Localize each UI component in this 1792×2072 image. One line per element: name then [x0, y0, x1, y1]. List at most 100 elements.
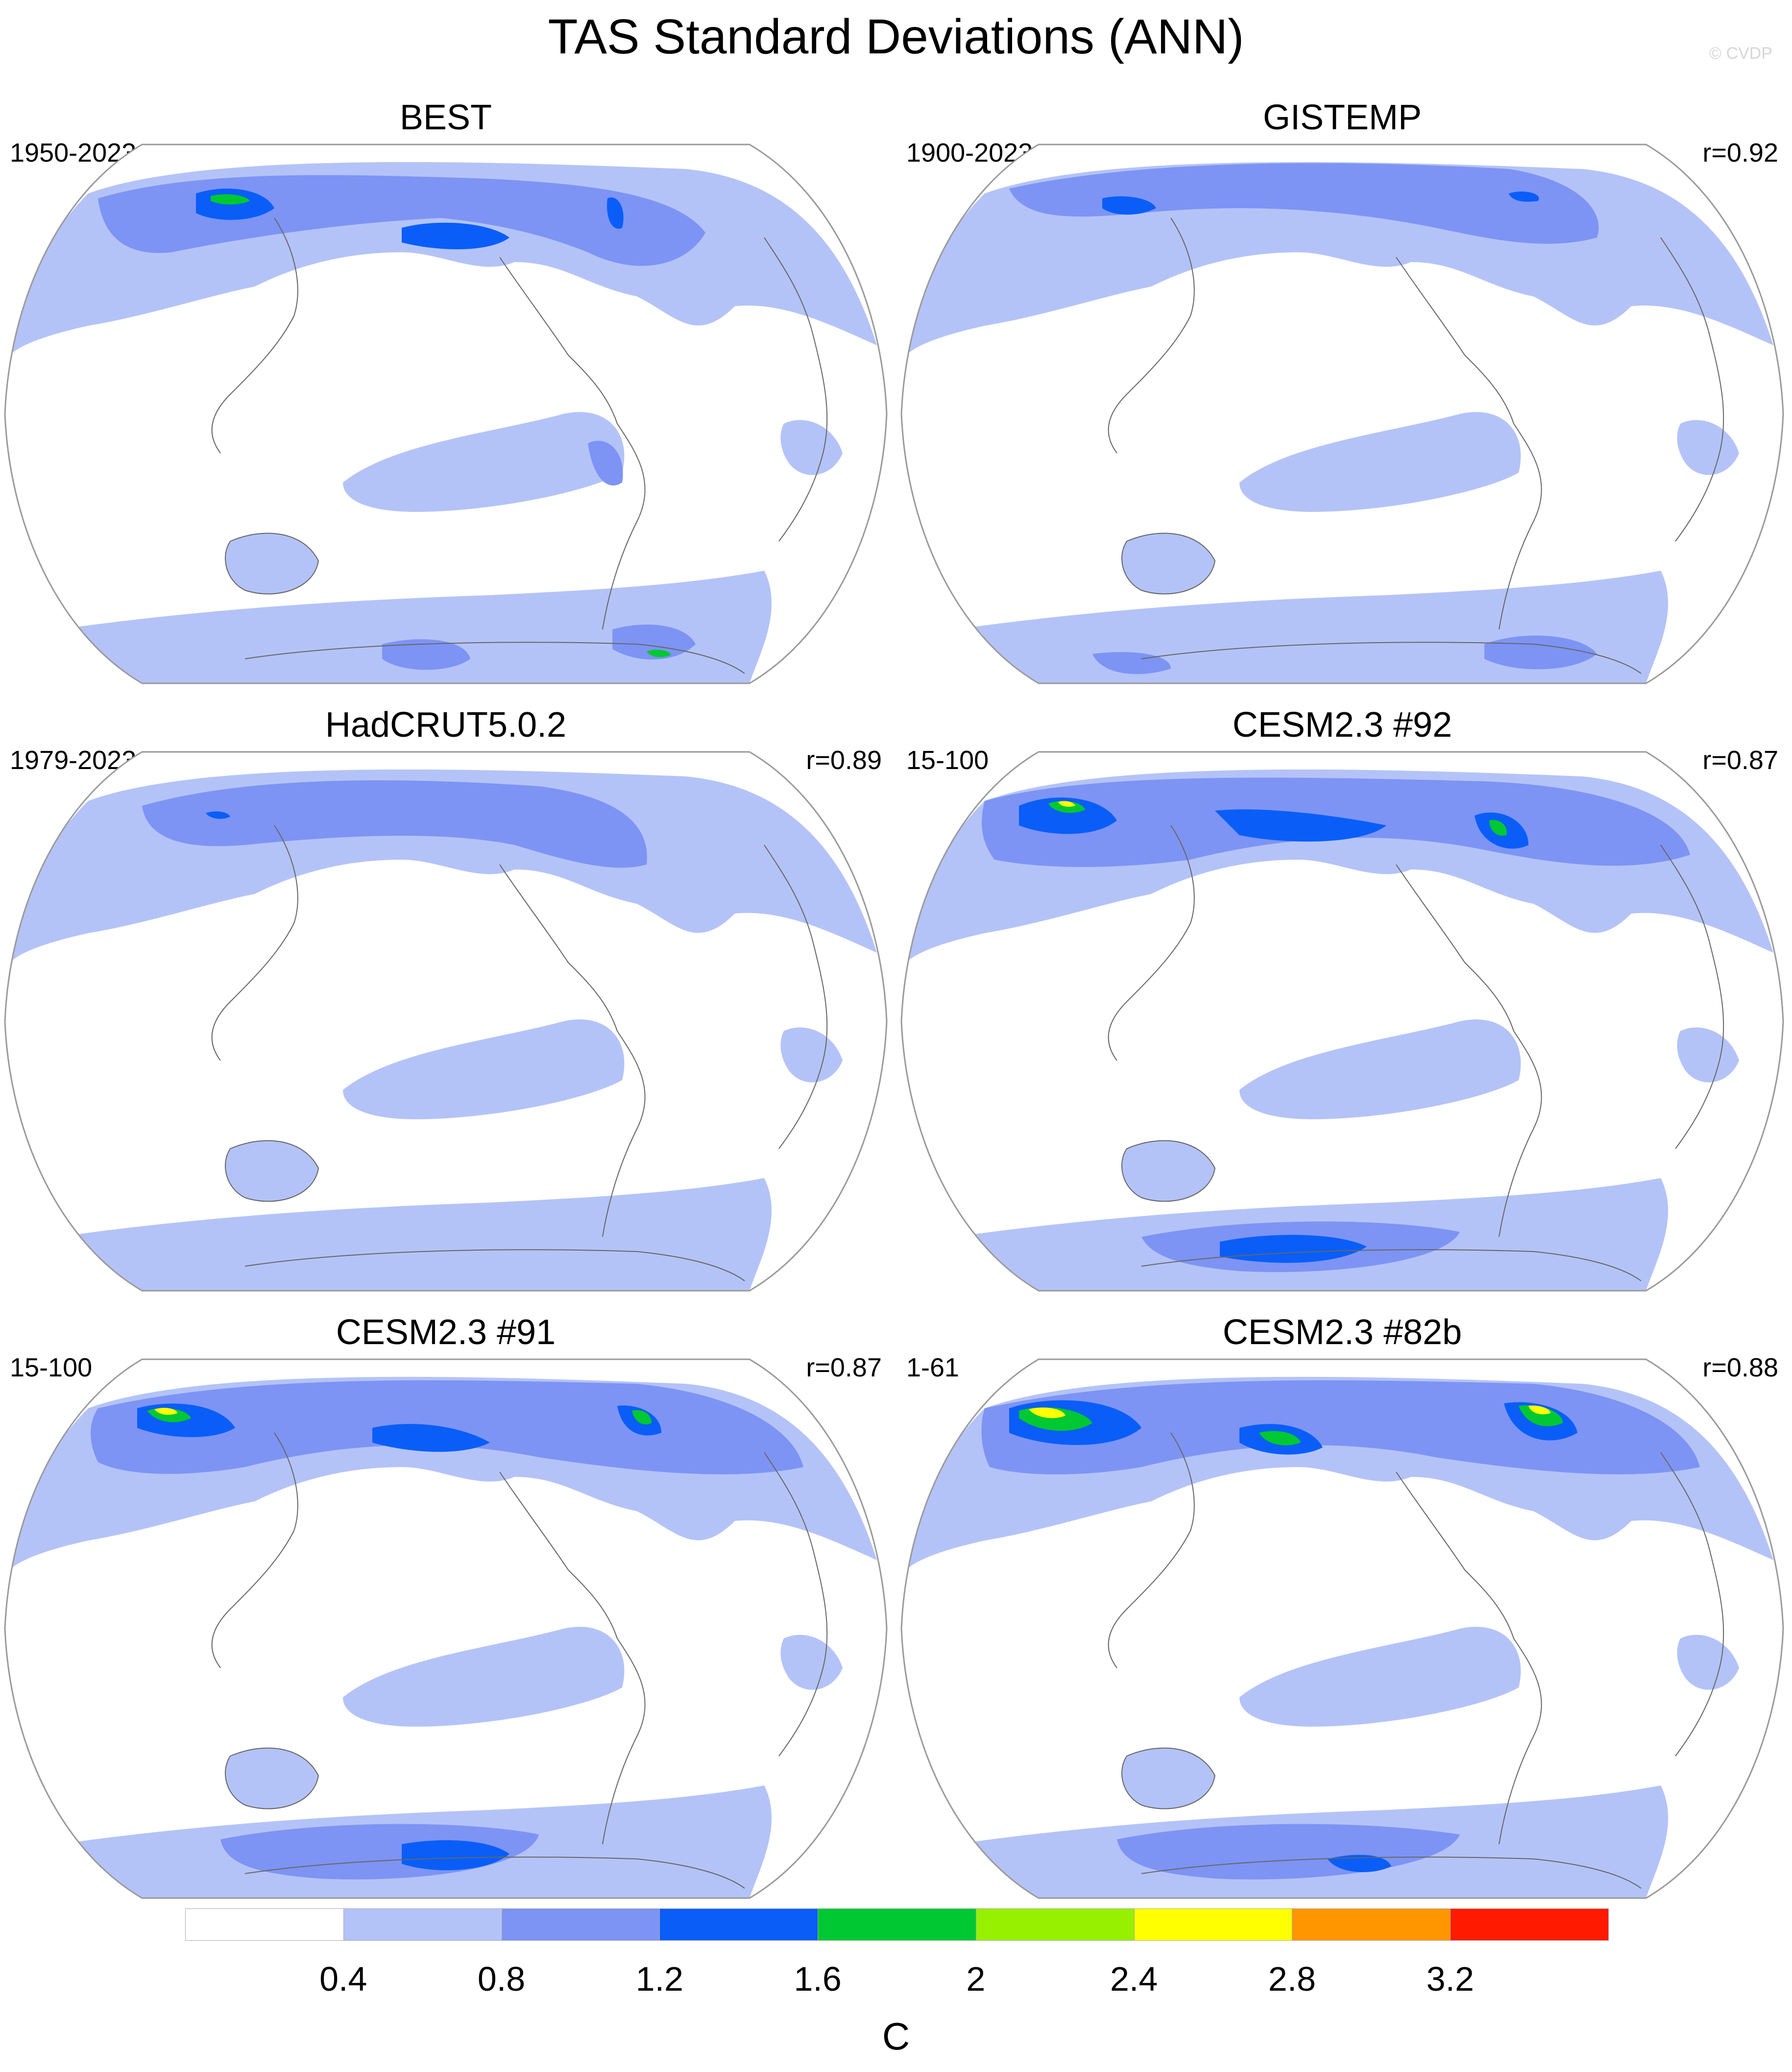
contour-band-0.4-0.8 — [780, 420, 843, 475]
coastline — [764, 237, 828, 542]
contour-band-0.4-0.8 — [780, 1635, 843, 1690]
coastline — [211, 217, 298, 454]
contour-band-1.2-1.6 — [206, 811, 230, 819]
panel-best: BEST 1950-2023 — [0, 96, 892, 703]
coastline — [1121, 1140, 1216, 1202]
panel-hadcrut: HadCRUT5.0.2 1979-2023 r=0.89 — [0, 703, 892, 1310]
colorbar-tick-label: 3.2 — [1426, 1960, 1474, 1998]
contour-band-1.2-1.6 — [1102, 196, 1156, 215]
contour-band-0.4-0.8 — [343, 412, 625, 512]
contour-band-1.6-2 — [1048, 801, 1085, 813]
contour-band-2.4-2.8 — [1528, 1405, 1550, 1415]
contour-band-0.8-1.2 — [382, 639, 470, 670]
world-map — [900, 751, 1784, 1292]
colorbar-tick-label: 2.4 — [1110, 1960, 1158, 1998]
period-label: 1-61 — [906, 1353, 960, 1382]
colorbar-swatch — [1134, 1908, 1293, 1941]
panel-title: CESM2.3 #91 — [336, 1313, 556, 1352]
contour-band-1.2-1.6 — [1215, 809, 1386, 842]
coastline — [1396, 1471, 1542, 1845]
coastline — [1396, 257, 1542, 630]
map-border — [4, 144, 888, 684]
contour-band-1.6-2 — [1259, 1431, 1301, 1446]
panel-title: HadCRUT5.0.2 — [325, 705, 567, 745]
contour-band-0.4-0.8 — [59, 571, 772, 683]
contour-band-0.4-0.8 — [1239, 412, 1521, 512]
coastline — [1660, 844, 1724, 1149]
colorbar-swatch — [343, 1908, 502, 1941]
coastline — [1141, 642, 1642, 674]
map-field — [901, 145, 1783, 683]
map-field — [901, 752, 1783, 1291]
world-map — [900, 144, 1784, 684]
colorbar-swatch — [1292, 1908, 1451, 1941]
map-field — [5, 145, 887, 683]
world-map — [4, 1358, 888, 1899]
coastline — [764, 844, 828, 1149]
coastline — [225, 532, 319, 595]
panel-gistemp: GISTEMP 1900-2023 r=0.92 — [896, 96, 1788, 703]
coastline — [225, 1140, 319, 1202]
colorbar-tick-label: 0.4 — [319, 1960, 367, 1998]
colorbar-swatch — [818, 1908, 976, 1941]
panel-cesm-91: CESM2.3 #91 15-100 r=0.87 — [0, 1310, 892, 1918]
contour-band-0.8-1.2 — [91, 1380, 803, 1474]
contour-band-0.4-0.8 — [1239, 1019, 1521, 1119]
contour-band-1.2-1.6 — [372, 1423, 490, 1452]
contour-band-2.4-2.8 — [1058, 801, 1075, 807]
colorbar-tick-label: 1.6 — [794, 1960, 842, 1998]
colorbar — [185, 1908, 1609, 1942]
panel-title: CESM2.3 #82b — [1222, 1313, 1462, 1352]
coastline — [1121, 1747, 1216, 1809]
contour-band-0.4-0.8 — [343, 1019, 625, 1119]
contour-band-0.8-1.2 — [588, 440, 623, 486]
contour-band-1.6-2 — [1489, 820, 1507, 836]
coastline — [764, 1452, 828, 1757]
coastline — [1141, 1249, 1642, 1281]
contour-band-0.4-0.8 — [1677, 1027, 1739, 1083]
coastline — [1108, 825, 1195, 1061]
coastline — [225, 1747, 319, 1809]
map-border — [900, 751, 1784, 1292]
contour-band-0.4-0.8 — [1122, 1140, 1215, 1202]
colorbar-swatch — [1450, 1908, 1609, 1941]
contour-band-0.4-0.8 — [225, 1748, 318, 1809]
contour-band-1.2-1.6 — [1220, 1235, 1367, 1263]
contour-band-1.2-1.6 — [1328, 1855, 1391, 1872]
contour-band-0.4-0.8 — [1122, 1748, 1215, 1809]
coastline — [1660, 1452, 1724, 1757]
coastline — [499, 257, 646, 630]
colorbar-swatch — [659, 1908, 819, 1941]
map-border — [900, 1358, 1784, 1899]
panel-cesm-82b: CESM2.3 #82b 1-61 r=0.88 — [896, 1310, 1788, 1918]
contour-band-1.2-1.6 — [1019, 797, 1117, 834]
correlation-label: r=0.87 — [1702, 746, 1778, 775]
panel-title: GISTEMP — [1262, 98, 1422, 137]
contour-band-1.6-2 — [632, 1410, 652, 1424]
map-border — [900, 144, 1784, 684]
contour-band-0.4-0.8 — [780, 1027, 843, 1083]
contour-band-1.6-2 — [211, 194, 250, 205]
contour-band-1.6-2 — [647, 650, 671, 657]
map-border — [4, 1358, 888, 1899]
coastline — [1141, 1856, 1642, 1889]
coastline — [244, 642, 745, 674]
contour-band-1.6-2 — [1519, 1405, 1563, 1426]
contour-band-0.4-0.8 — [225, 533, 318, 594]
contour-band-0.4-0.8 — [1677, 420, 1739, 475]
coastline — [1660, 237, 1724, 542]
colorbar-tick-label: 2 — [966, 1960, 986, 1998]
coastline — [211, 1432, 298, 1668]
world-map — [4, 144, 888, 684]
colorbar-tick-label: 2.8 — [1268, 1960, 1316, 1998]
figure-title: TAS Standard Deviations (ANN) — [548, 9, 1244, 64]
coastline — [1121, 532, 1216, 595]
panel-title: BEST — [399, 98, 492, 137]
coastline — [211, 825, 298, 1061]
world-map — [900, 1358, 1784, 1899]
coastline — [244, 1249, 745, 1281]
colorbar-tick-label: 1.2 — [635, 1960, 683, 1998]
correlation-label: r=0.88 — [1702, 1353, 1778, 1382]
coastline — [244, 1856, 745, 1889]
world-map — [4, 751, 888, 1292]
